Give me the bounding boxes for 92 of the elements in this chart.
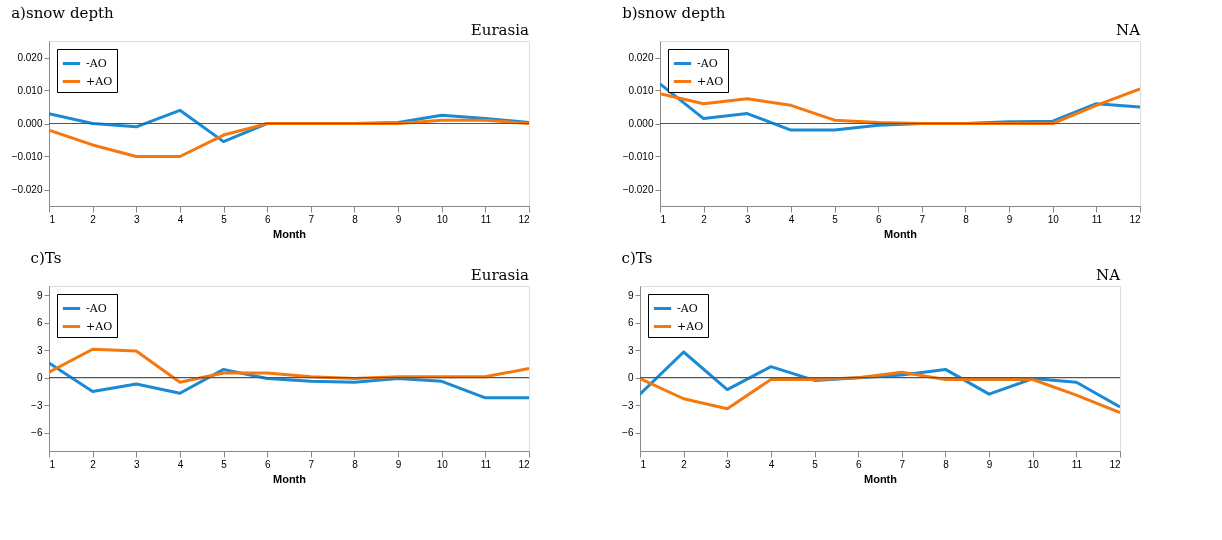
x-tick-label: 5 [221, 458, 228, 470]
legend-label: -AO [86, 301, 107, 315]
x-tick-label: 12 [1129, 213, 1141, 225]
chart-title: c)Ts [30, 249, 62, 267]
x-tick-label: 9 [1006, 213, 1013, 225]
x-tick-label: 12 [1109, 458, 1121, 470]
x-tick-label: 3 [724, 458, 731, 470]
legend-label: -AO [677, 301, 698, 315]
y-tick-label: 0.000 [17, 118, 43, 129]
y-tick-label: 0.020 [628, 52, 654, 63]
chart-subtitle: NA [1116, 21, 1141, 39]
x-tick-label: 1 [660, 213, 667, 225]
x-tick-label: 3 [133, 213, 140, 225]
y-tick-label: 0 [627, 372, 634, 384]
chart-title: a)snow depth [11, 4, 115, 22]
y-tick-label: −0.020 [622, 184, 654, 195]
x-tick-label: 9 [986, 458, 993, 470]
x-tick-label: 6 [264, 458, 271, 470]
x-tick-label: 9 [395, 458, 402, 470]
x-tick-label: 1 [49, 213, 56, 225]
legend-label: +AO [677, 319, 704, 333]
x-tick-label: 2 [90, 213, 97, 225]
y-tick-label: 3 [627, 344, 634, 356]
x-tick-label: 6 [855, 458, 862, 470]
y-tick-label: −6 [31, 427, 43, 439]
x-tick-label: 11 [1071, 458, 1083, 470]
y-tick-label: 0.010 [17, 85, 43, 96]
x-axis-title: Month [273, 227, 307, 240]
y-tick-label: 9 [36, 289, 43, 301]
y-tick-label: 0.000 [628, 118, 654, 129]
x-tick-label: 11 [1091, 213, 1103, 225]
chart-title: b)snow depth [622, 4, 726, 22]
x-tick-label: 7 [919, 213, 926, 225]
x-tick-label: 7 [308, 213, 315, 225]
chart-subtitle: NA [1096, 266, 1121, 284]
x-tick-label: 8 [352, 213, 359, 225]
x-tick-label: 10 [1027, 458, 1040, 470]
x-tick-label: 5 [832, 213, 839, 225]
y-tick-label: 0.020 [17, 52, 43, 63]
x-tick-label: 2 [681, 458, 688, 470]
y-tick-label: −3 [622, 399, 634, 411]
x-tick-label: 4 [788, 213, 795, 225]
y-tick-label: 6 [36, 317, 43, 329]
legend-label: -AO [86, 56, 107, 70]
x-tick-label: 5 [812, 458, 819, 470]
y-tick-label: −0.010 [622, 151, 654, 162]
x-tick-label: 2 [701, 213, 708, 225]
x-tick-label: 6 [875, 213, 882, 225]
legend-label: -AO [697, 56, 718, 70]
line-series [640, 370, 1120, 414]
y-tick-label: 3 [36, 344, 43, 356]
x-tick-label: 4 [177, 213, 184, 225]
y-tick-label: 0.010 [628, 85, 654, 96]
x-tick-label: 10 [1047, 213, 1060, 225]
x-tick-label: 8 [352, 458, 359, 470]
chart-title: c)Ts [621, 249, 653, 267]
x-tick-label: 10 [436, 213, 449, 225]
x-tick-label: 12 [518, 213, 530, 225]
legend-label: +AO [86, 74, 113, 88]
line-series [49, 361, 529, 400]
x-tick-label: 11 [480, 213, 492, 225]
x-tick-label: 2 [90, 458, 97, 470]
x-tick-label: 3 [133, 458, 140, 470]
y-tick-label: −6 [622, 427, 634, 439]
x-tick-label: 5 [221, 213, 228, 225]
y-tick-label: −0.010 [11, 151, 43, 162]
x-tick-label: 4 [177, 458, 184, 470]
y-tick-label: 0 [36, 372, 43, 384]
x-axis-title: Month [884, 227, 918, 240]
x-axis-title: Month [864, 472, 898, 485]
x-tick-label: 7 [308, 458, 315, 470]
x-tick-label: 1 [640, 458, 647, 470]
x-tick-label: 12 [518, 458, 530, 470]
chart-subtitle: Eurasia [470, 266, 530, 284]
x-tick-label: 8 [943, 458, 950, 470]
x-tick-label: 3 [744, 213, 751, 225]
y-tick-label: −3 [31, 399, 43, 411]
legend-label: +AO [697, 74, 724, 88]
y-tick-label: −0.020 [11, 184, 43, 195]
legend-label: +AO [86, 319, 113, 333]
x-tick-label: 8 [963, 213, 970, 225]
x-tick-label: 6 [264, 213, 271, 225]
x-tick-label: 11 [480, 458, 492, 470]
x-tick-label: 10 [436, 458, 449, 470]
x-tick-label: 9 [395, 213, 402, 225]
x-tick-label: 7 [899, 458, 906, 470]
x-tick-label: 4 [768, 458, 775, 470]
x-axis-title: Month [273, 472, 307, 485]
y-tick-label: 9 [627, 289, 634, 301]
chart-subtitle: Eurasia [470, 21, 530, 39]
y-tick-label: 6 [627, 317, 634, 329]
x-tick-label: 1 [49, 458, 56, 470]
